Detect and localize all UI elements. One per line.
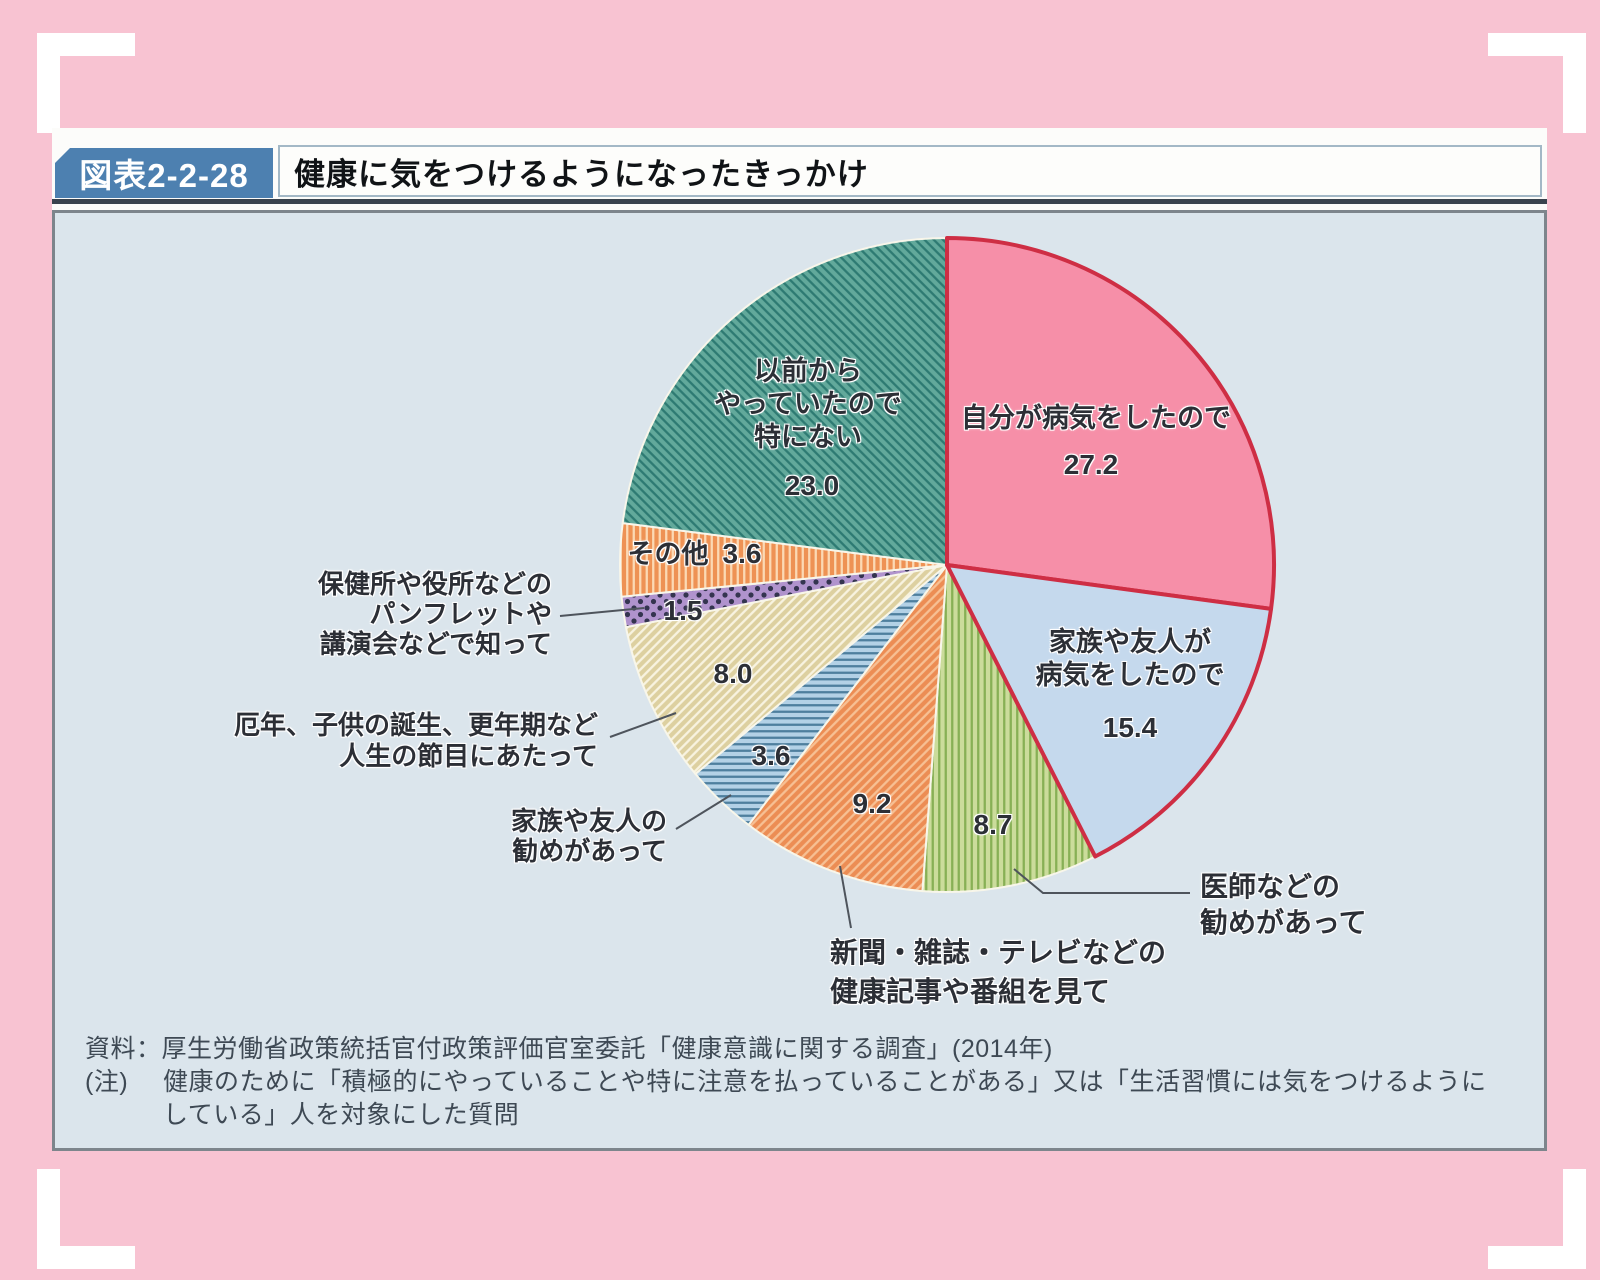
- leader-milestone: [609, 712, 677, 738]
- leader-family-rec: [675, 794, 732, 830]
- value-other: 3.6: [722, 538, 762, 569]
- corner-bracket-bottom-left: [37, 1169, 135, 1269]
- value-family-rec: 3.6: [751, 740, 791, 771]
- corner-bracket-bottom-right: [1488, 1169, 1586, 1269]
- pie-slice-3: [747, 564, 948, 893]
- figure-title-box: 健康に気をつけるようになったきっかけ: [278, 145, 1542, 197]
- label-pamphlet: 保健所や役所などの パンフレットや 講演会などで知って: [317, 569, 552, 659]
- leader-media: [839, 865, 852, 929]
- label-milestone: 厄年、子供の誕生、更年期など 人生の節目にあたって: [233, 710, 598, 771]
- value-pamphlet: 1.5: [663, 595, 703, 626]
- pie-slice-5: [624, 564, 948, 775]
- value-prev-doing: 23.0: [784, 470, 840, 501]
- value-family-illness: 15.4: [1102, 712, 1158, 743]
- leader-pamphlet: [559, 607, 645, 617]
- value-doctor: 8.7: [973, 809, 1013, 840]
- label-family-rec: 家族や友人の 勧めがあって: [510, 806, 667, 866]
- figure-number-badge: 図表2-2-28: [55, 148, 273, 198]
- label-prev-doing: 以前から やっていたので 特にない: [714, 356, 902, 452]
- footer-note-label: (注): [85, 1068, 129, 1096]
- pie-slice-8: [621, 237, 948, 566]
- value-own-illness: 27.2: [1063, 449, 1119, 480]
- footer-source: 資料：厚生労働省政策統括官付政策評価官室委託「健康意識に関する調査」(2014年…: [85, 1035, 1053, 1063]
- figure-number-label: 図表2-2-28: [79, 157, 249, 194]
- footer-note-line1: 健康のために「積極的にやっていることや特に注意を払っていることがある」又は「生活…: [163, 1068, 1487, 1096]
- label-media: 新聞・雑誌・テレビなどの 健康記事や番組を見て: [830, 937, 1167, 1007]
- figure-title: 健康に気をつけるようになったきっかけ: [294, 156, 869, 192]
- label-other: その他: [627, 539, 709, 569]
- value-media: 9.2: [852, 788, 892, 819]
- pie-slice-0: [945, 236, 1276, 611]
- footer-note-line2: している」人を対象にした質問: [163, 1101, 520, 1129]
- pie-slice-1: [945, 563, 1274, 859]
- header-underline: [52, 199, 1547, 204]
- corner-bracket-top-right: [1488, 33, 1586, 133]
- label-family-illness: 家族や友人が 病気をしたので: [1035, 627, 1225, 690]
- pie-slice-2: [921, 564, 1097, 893]
- leader-doctor: [1013, 868, 1190, 894]
- label-doctor: 医師などの 勧めがあって: [1200, 871, 1367, 938]
- corner-bracket-top-left: [37, 33, 135, 133]
- value-milestone: 8.0: [713, 658, 753, 689]
- label-own-illness: 自分が病気をしたので: [961, 403, 1231, 433]
